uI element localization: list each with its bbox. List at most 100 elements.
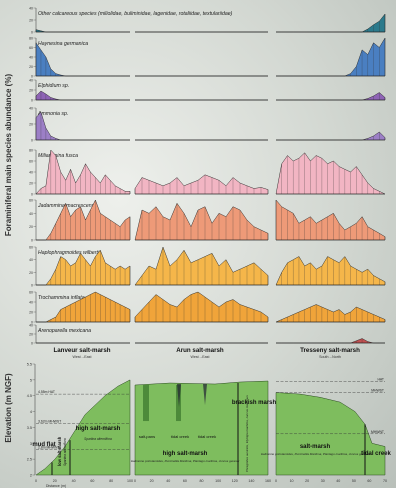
zone-label-tidal-creek-2: tidal creek — [198, 434, 216, 439]
x-tick-label: 100 — [215, 479, 221, 483]
mhwst-label: 3,62m MHWST — [38, 420, 61, 424]
y-tick-label: 0 — [31, 342, 33, 346]
species-area — [275, 152, 386, 195]
species-panel: 6040200Jadammina macrescens — [29, 199, 386, 243]
y-tick-label: 0 — [31, 31, 33, 35]
y-tick-label: 40 — [29, 79, 33, 83]
zone-label-tidal-creek: tidal creek — [171, 434, 189, 439]
y-tick-label: 20 — [29, 311, 33, 315]
elevation-tick-label: 4.5 — [27, 394, 32, 398]
site-title: Arun salt-marsh — [176, 347, 224, 354]
x-tick-label: 80 — [109, 479, 113, 483]
y-tick-label: 40 — [29, 212, 33, 216]
y-tick-label: 60 — [29, 291, 33, 295]
species-area — [275, 199, 386, 241]
elevation-tick-label: 3 — [30, 442, 32, 446]
site-orientation: West→East — [191, 355, 210, 359]
zone-label-high-marsh: high salt-marsh — [76, 426, 121, 432]
elevation-tick-label: 3.5 — [27, 426, 32, 430]
x-tick-label: 60 — [183, 479, 187, 483]
x-tick-label: 140 — [248, 479, 254, 483]
arun-profile — [134, 380, 269, 476]
zone-species-low-marsh: Spartina alterniflora — [63, 438, 67, 466]
y-tick-label: 20 — [29, 65, 33, 69]
x-tick-label: 120 — [232, 479, 238, 483]
y-tick-label: 40 — [29, 301, 33, 305]
x-tick-label: 60 — [90, 479, 94, 483]
y-tick-label: 40 — [29, 56, 33, 60]
mhwnt-label: 2,8m MHWNT — [38, 446, 59, 450]
y-tick-label: 0 — [31, 239, 33, 243]
x-tick-label: 20 — [53, 479, 57, 483]
y-tick-label: 20 — [29, 225, 33, 229]
y-tick-label: 0 — [31, 99, 33, 103]
hat-label: 4,55m HAT — [38, 390, 55, 394]
y-tick-label: 20 — [29, 89, 33, 93]
zone-label-salt-marsh: salt-marsh — [300, 444, 331, 450]
zone-species-high-marsh-arun: Halimione portulacoides, Puccinellia Mar… — [131, 459, 240, 463]
site-title: Lanveur salt-marsh — [53, 347, 110, 354]
species-panels: 40 20 0 Other calcareous species (miliolida… — [29, 7, 386, 346]
species-area — [36, 249, 131, 286]
y-tick-label: 80 — [29, 37, 33, 41]
x-tick-label: 20 — [305, 479, 309, 483]
site-orientation: South→North — [319, 355, 341, 359]
species-label: Haynesina germanica — [38, 41, 88, 47]
y-tick-label: 40 — [29, 7, 33, 11]
y-tick-label: 40 — [29, 258, 33, 262]
species-area — [35, 149, 131, 195]
y-tick-label: 60 — [29, 199, 33, 203]
species-panel: 60 40 20 0 Haplophragmoides wilberti — [29, 246, 386, 288]
species-panel: 40 20 0 Elphidium sp. — [29, 79, 386, 103]
x-tick-label: 40 — [336, 479, 340, 483]
x-tick-label: 40 — [72, 479, 76, 483]
species-area — [134, 246, 269, 286]
x-tick-label: 70 — [383, 479, 387, 483]
x-tick-label: 20 — [150, 479, 154, 483]
species-area — [276, 37, 386, 77]
x-tick-label: 50 — [352, 479, 356, 483]
y-tick-label: 20 — [29, 333, 33, 337]
creek-notch — [177, 384, 181, 408]
y-tick-label: 60 — [29, 160, 33, 164]
y-tick-label: 0 — [31, 284, 33, 288]
species-label: Ammonia sp. — [37, 111, 68, 117]
y-axis-title: Foraminiferal main species abundance (%) — [4, 74, 13, 237]
y-tick-label: 20 — [29, 19, 33, 23]
species-panel: 40 20 0 Other calcareous species (miliolida… — [29, 7, 386, 35]
mhwnt-label: MHWNT — [371, 430, 384, 434]
x-tick-label: 10 — [290, 479, 294, 483]
elevation-tick-label: 2.5 — [27, 458, 32, 462]
hat-label: HAT — [377, 377, 384, 381]
zone-label-salt-pans: salt-pans — [139, 434, 155, 439]
zone-label-mud-flat: mud flat — [32, 442, 55, 448]
y-tick-label: 0 — [31, 321, 33, 325]
y-tick-label: 0 — [31, 75, 33, 79]
zone-species-salt-marsh: Halimione portulacoides, Puccinellia Mar… — [261, 452, 370, 456]
elevation-tick-label: 4 — [30, 410, 32, 414]
species-panel: 80 60 40 20 0 Haynesina germanica — [29, 37, 386, 79]
species-label: Arenoparella mexicana — [37, 328, 91, 334]
species-area — [276, 13, 386, 33]
species-label: Miliammina fusca — [38, 153, 78, 159]
species-panel: 80 60 40 20 0 Miliammina fusca — [29, 149, 386, 197]
y-tick-label: 40 — [29, 324, 33, 328]
species-area — [36, 291, 131, 323]
y-tick-label: 20 — [29, 123, 33, 127]
zone-label-tidal-creek-3: tidal creek — [361, 451, 391, 457]
elevation-tick-label: 5.5 — [27, 363, 32, 367]
x-tick-label: 60 — [367, 479, 371, 483]
species-label: Elphidium sp. — [38, 83, 69, 89]
y-tick-label: 40 — [29, 171, 33, 175]
x-tick-label: 160 — [265, 479, 271, 483]
zone-species-high-marsh: Spartina alterniflora — [84, 437, 112, 441]
species-area — [276, 338, 385, 344]
zone-species-brackish: Phragmites australis, Elytrigia maritima… — [245, 395, 249, 472]
mhwst-label: MHWST — [371, 389, 384, 393]
x-tick-label: 30 — [321, 479, 325, 483]
zone-label-high-marsh-arun: high salt-marsh — [163, 451, 208, 457]
species-label: Trochammina inflata — [38, 295, 85, 301]
species-area — [275, 256, 386, 286]
y-tick-label: 20 — [29, 182, 33, 186]
